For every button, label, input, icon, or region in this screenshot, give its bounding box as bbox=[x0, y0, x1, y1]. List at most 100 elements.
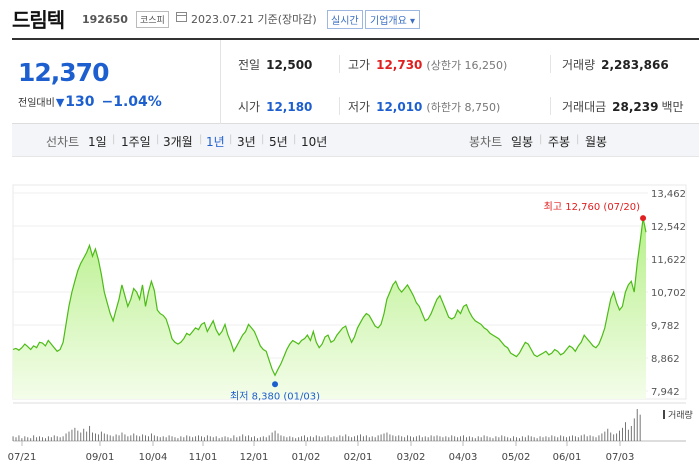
volume-bar bbox=[439, 436, 441, 441]
volume-bar bbox=[127, 436, 129, 441]
volume-bar bbox=[342, 436, 344, 441]
volume-bar bbox=[327, 435, 329, 441]
volume-bar bbox=[627, 429, 629, 441]
volume-bar bbox=[386, 432, 388, 441]
period-10y[interactable]: 10년 bbox=[301, 135, 328, 149]
price-chart[interactable]: 13,46212,54211,62210,7029,7828,8627,942 … bbox=[0, 157, 699, 471]
volume-bar bbox=[569, 436, 570, 441]
volume-bar bbox=[492, 438, 494, 441]
volume-bar bbox=[586, 436, 588, 441]
x-tick-label: 09/01 bbox=[86, 452, 115, 463]
candle-monthly[interactable]: 월봉 bbox=[585, 135, 608, 149]
volume-bar bbox=[15, 437, 17, 441]
volume-bar bbox=[619, 430, 621, 441]
current-price-panel: 12,370 전일대비▼130 −1.04% bbox=[12, 40, 221, 124]
volume-bar bbox=[524, 437, 526, 441]
y-axis: 13,462 12,542 11,622 10,702 9,782 8,862 7,942 bbox=[651, 189, 686, 398]
volume-bar bbox=[380, 434, 382, 441]
stat-label: 거래량 bbox=[562, 58, 596, 72]
volume-bar bbox=[542, 437, 544, 441]
volume-bar bbox=[165, 437, 167, 441]
volume-bar bbox=[103, 433, 105, 441]
candle-weekly[interactable]: 주봉 bbox=[548, 135, 571, 149]
period-1y[interactable]: 1년 bbox=[206, 135, 225, 149]
volume-bar bbox=[407, 435, 409, 441]
volume-bar bbox=[460, 436, 462, 441]
volume-bar bbox=[551, 435, 553, 441]
volume-bar bbox=[86, 431, 88, 441]
company-info-dropdown[interactable]: 기업개요 ▾ bbox=[365, 10, 420, 29]
market-badge: 코스피 bbox=[136, 11, 169, 28]
volume-bar bbox=[248, 435, 250, 441]
period-5y[interactable]: 5년 bbox=[269, 135, 288, 149]
line-chart-label: 선차트 bbox=[46, 135, 80, 149]
volume-bar bbox=[589, 435, 591, 441]
x-tick-label: 07/03 bbox=[606, 452, 635, 463]
volume-bar bbox=[577, 437, 579, 441]
price-change: 전일대비▼130 −1.04% bbox=[18, 94, 162, 110]
volume-bar bbox=[256, 438, 258, 441]
volume-bar bbox=[533, 437, 535, 441]
stock-code: 192650 bbox=[82, 13, 128, 26]
volume-bar bbox=[203, 437, 205, 441]
y-tick-label: 9,782 bbox=[651, 321, 680, 332]
volume-bar bbox=[501, 435, 503, 441]
x-tick-label: 03/02 bbox=[397, 452, 426, 463]
volume-bar bbox=[206, 435, 208, 441]
y-tick-label: 13,462 bbox=[651, 189, 686, 200]
volume-bar bbox=[539, 436, 541, 441]
period-1w[interactable]: 1주일 bbox=[121, 135, 151, 149]
candle-chart-label: 봉차트 bbox=[469, 135, 503, 149]
volume-bar bbox=[339, 435, 341, 441]
volume-bar bbox=[389, 434, 391, 441]
volume-bar bbox=[124, 434, 126, 441]
volume-bar bbox=[321, 437, 323, 441]
realtime-button[interactable]: 실시간 bbox=[327, 10, 363, 29]
stat-label: 시가 bbox=[238, 100, 261, 114]
volume-bar bbox=[507, 437, 509, 441]
volume-bar bbox=[421, 437, 423, 441]
separator: | bbox=[261, 134, 265, 145]
volume-bar bbox=[324, 436, 326, 441]
separator: | bbox=[112, 134, 116, 145]
volume-bar bbox=[430, 435, 432, 441]
stat-value: 12,180 bbox=[266, 100, 313, 114]
volume-bar bbox=[489, 437, 491, 441]
volume-bar bbox=[83, 428, 85, 441]
candle-daily[interactable]: 일봉 bbox=[511, 135, 534, 149]
volume-bar bbox=[504, 436, 506, 441]
volume-bar bbox=[639, 414, 641, 441]
period-3y[interactable]: 3년 bbox=[237, 135, 256, 149]
volume-bar bbox=[624, 422, 626, 441]
volume-bar bbox=[510, 438, 512, 441]
volume-bar bbox=[265, 437, 267, 441]
volume-bar bbox=[521, 436, 523, 441]
y-tick-label: 8,862 bbox=[651, 354, 680, 365]
period-3m[interactable]: 3개월 bbox=[163, 135, 193, 149]
volume-bar bbox=[239, 436, 241, 441]
down-arrow-icon: ▼ bbox=[55, 96, 65, 109]
volume-bar bbox=[454, 436, 456, 441]
volume-bar bbox=[595, 437, 597, 441]
volume-bar bbox=[318, 436, 320, 441]
volume-bar bbox=[65, 433, 67, 441]
as-of-date: 2023.07.21 기준(장마감) bbox=[191, 13, 317, 26]
volume-bar bbox=[418, 435, 420, 441]
volume-bar bbox=[230, 438, 232, 441]
volume-bar bbox=[468, 436, 470, 441]
volume-bar bbox=[463, 435, 464, 441]
volume-bar bbox=[106, 434, 108, 441]
y-tick-label: 12,542 bbox=[651, 222, 686, 233]
stat-value: 12,010 bbox=[376, 100, 423, 114]
volume-bar bbox=[536, 438, 538, 441]
volume-bar bbox=[168, 435, 170, 441]
volume-bar bbox=[121, 432, 123, 441]
volume-bar bbox=[27, 437, 29, 441]
volume-bar bbox=[162, 436, 164, 441]
volume-bar bbox=[557, 437, 559, 441]
divider bbox=[550, 97, 551, 115]
volume-bar bbox=[368, 437, 370, 441]
x-tick-label: 02/01 bbox=[344, 452, 373, 463]
period-1d[interactable]: 1일 bbox=[88, 135, 107, 149]
volume-bar bbox=[613, 434, 615, 441]
